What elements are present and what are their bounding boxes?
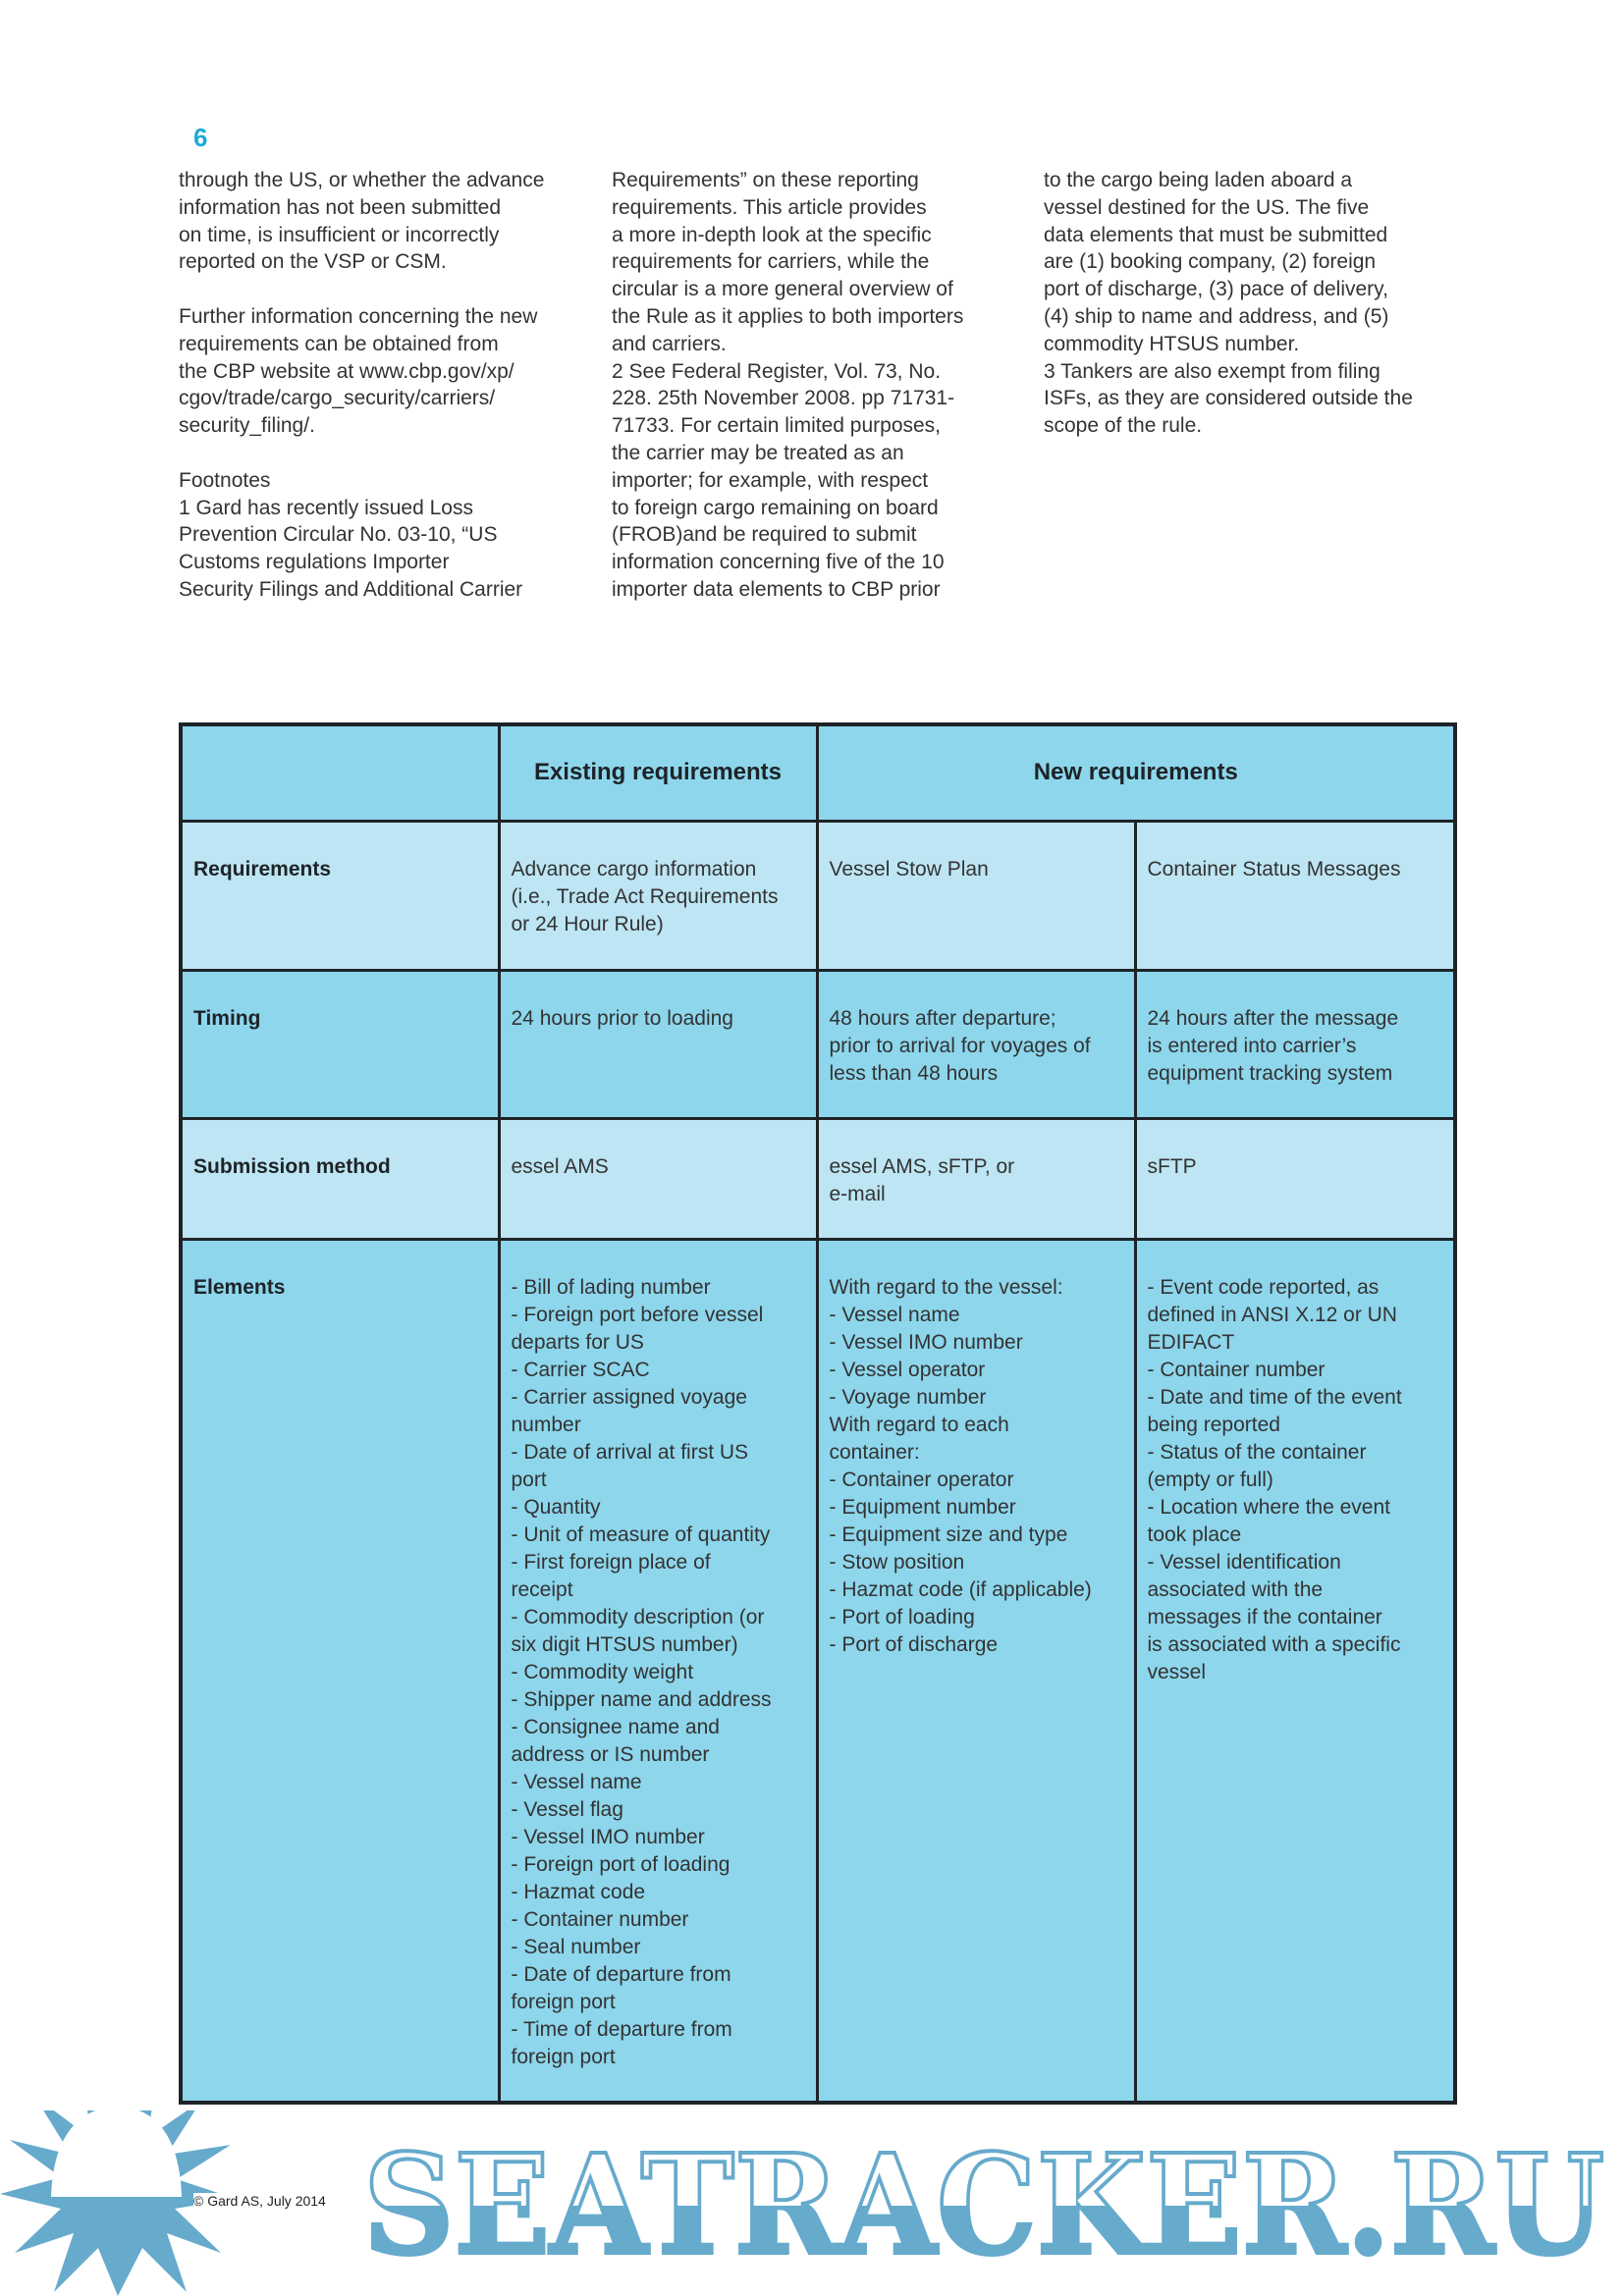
header-empty <box>179 722 501 823</box>
page-number: 6 <box>193 123 208 152</box>
table-cell: With regard to the vessel: - Vessel name… <box>815 1237 1137 2105</box>
watermark-logo: SEATRACKER.RU <box>0 2110 1606 2296</box>
row-label: Elements <box>179 1237 501 2105</box>
table-cell: 24 hours prior to loading <box>497 968 819 1120</box>
table-cell: essel AMS <box>497 1116 819 1241</box>
sun-icon <box>0 2110 236 2296</box>
table-cell: 48 hours after departure; prior to arriv… <box>815 968 1137 1120</box>
row-label: Requirements <box>179 819 501 972</box>
table-cell: - Event code reported, as defined in ANS… <box>1133 1237 1457 2105</box>
requirements-table: Existing requirements New requirements R… <box>179 722 1458 2105</box>
table-cell: 24 hours after the message is entered in… <box>1133 968 1457 1120</box>
table-cell: essel AMS, sFTP, or e-mail <box>815 1116 1137 1241</box>
header-existing: Existing requirements <box>497 722 819 823</box>
row-label: Submission method <box>179 1116 501 1241</box>
table-header-row: Existing requirements New requirements <box>179 722 1457 823</box>
table-cell: Vessel Stow Plan <box>815 819 1137 972</box>
table-row: Elements - Bill of lading number - Forei… <box>179 1237 1457 2105</box>
table-row: Timing 24 hours prior to loading 48 hour… <box>179 968 1457 1120</box>
text-column-2: Requirements” on these reporting require… <box>612 169 964 601</box>
table-cell: Container Status Messages <box>1133 819 1457 972</box>
table-row: Submission method essel AMS essel AMS, s… <box>179 1116 1457 1241</box>
table-row: Requirements Advance cargo information (… <box>179 819 1457 972</box>
header-new: New requirements <box>815 722 1457 823</box>
table-cell: sFTP <box>1133 1116 1457 1241</box>
table-cell: - Bill of lading number - Foreign port b… <box>497 1237 819 2105</box>
copyright: © Gard AS, July 2014 <box>193 2193 326 2209</box>
text-column-1: through the US, or whether the advance i… <box>179 169 545 601</box>
table-cell: Advance cargo information (i.e., Trade A… <box>497 819 819 972</box>
row-label: Timing <box>179 968 501 1120</box>
text-column-3: to the cargo being laden aboard a vessel… <box>1044 169 1413 438</box>
watermark-text: SEATRACKER.RU <box>363 2125 1604 2286</box>
